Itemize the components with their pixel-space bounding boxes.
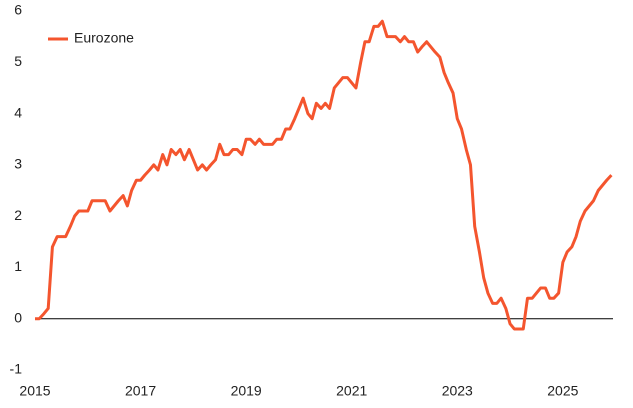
x-tick-label: 2017 xyxy=(125,383,156,399)
x-tick-label: 2025 xyxy=(547,383,578,399)
y-tick-label: 5 xyxy=(14,53,22,69)
y-tick-label: 1 xyxy=(14,258,22,274)
y-tick-label: -1 xyxy=(10,361,23,377)
series-line xyxy=(35,19,613,331)
x-tick-label: 2021 xyxy=(336,383,367,399)
x-tick-label: 2023 xyxy=(442,383,473,399)
y-tick-label: 3 xyxy=(14,156,22,172)
x-tick-label: 2015 xyxy=(19,383,50,399)
y-tick-label: 4 xyxy=(14,104,22,120)
x-tick-label: 2019 xyxy=(231,383,262,399)
legend-label: Eurozone xyxy=(74,30,134,46)
y-tick-label: 6 xyxy=(14,2,22,18)
y-tick-label: 2 xyxy=(14,207,22,223)
y-tick-label: 0 xyxy=(14,309,22,325)
